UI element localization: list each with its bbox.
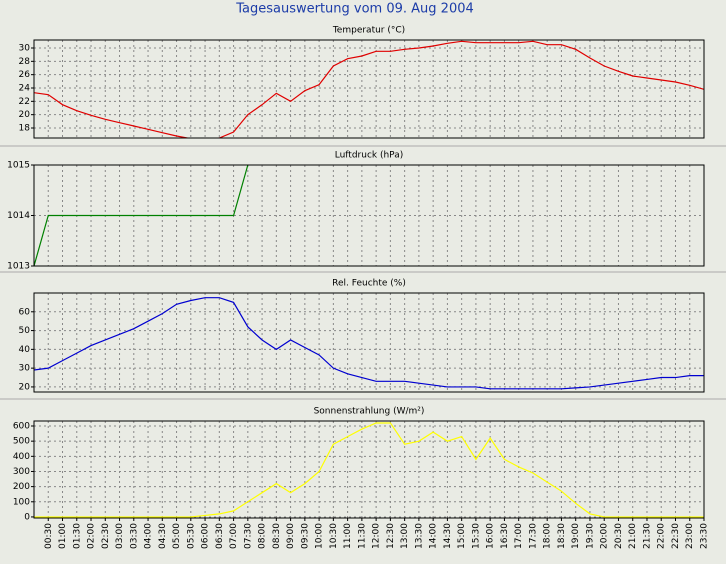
data-line (34, 422, 704, 518)
y-tick-label: 500 (13, 437, 30, 447)
y-tick-label: 1014 (7, 211, 30, 221)
x-tick-label: 05:00 (172, 523, 182, 549)
x-tick-label: 12:00 (372, 523, 382, 549)
y-tick-label: 100 (13, 497, 30, 507)
x-tick-label: 18:30 (557, 523, 567, 549)
x-tick-label: 08:30 (272, 523, 282, 549)
x-tick-label: 13:30 (414, 523, 424, 549)
x-tick-label: 14:00 (429, 523, 439, 549)
y-tick-label: 20 (19, 382, 31, 392)
x-tick-label: 22:30 (671, 523, 681, 549)
x-tick-label: 09:30 (300, 523, 310, 549)
x-tick-label: 10:00 (315, 523, 325, 549)
x-tick-label: 22:00 (657, 523, 667, 549)
y-tick-label: 30 (19, 364, 31, 374)
y-tick-label: 400 (13, 452, 30, 462)
x-tick-label: 15:30 (471, 523, 481, 549)
x-tick-label: 18:00 (543, 523, 553, 549)
x-tick-label: 05:30 (186, 523, 196, 549)
y-tick-label: 0 (24, 512, 30, 522)
x-tick-label: 17:30 (528, 523, 538, 549)
x-tick-label: 23:00 (685, 523, 695, 549)
y-tick-label: 1015 (7, 161, 30, 171)
x-tick-label: 02:00 (87, 523, 97, 549)
plot-frame (33, 39, 705, 139)
y-tick-label: 22 (19, 97, 30, 107)
y-tick-label: 24 (19, 84, 31, 94)
x-tick-label: 04:30 (158, 523, 168, 549)
x-tick-label: 23:30 (700, 523, 710, 549)
x-tick-label: 11:30 (357, 523, 367, 549)
panel-title: Luftdruck (hPa) (335, 151, 404, 161)
x-tick-label: 16:00 (486, 523, 496, 549)
x-tick-label: 01:30 (72, 523, 82, 549)
x-tick-label: 15:00 (457, 523, 467, 549)
data-line (34, 40, 704, 138)
y-tick-label: 50 (19, 326, 31, 336)
plot-frame (33, 292, 705, 393)
x-tick-label: 12:30 (386, 523, 396, 549)
x-tick-label: 10:30 (329, 523, 339, 549)
x-tick-label: 03:00 (115, 523, 125, 549)
y-tick-label: 300 (13, 467, 30, 477)
y-tick-label: 600 (13, 422, 30, 432)
y-tick-label: 60 (19, 307, 31, 317)
y-tick-label: 30 (19, 44, 31, 54)
y-tick-label: 1013 (7, 262, 30, 272)
x-tick-label: 21:30 (642, 523, 652, 549)
panel-title: Sonnenstrahlung (W/m²) (314, 407, 425, 417)
x-tick-label: 16:30 (500, 523, 510, 549)
x-tick-label: 07:00 (229, 523, 239, 549)
x-tick-label: 14:30 (443, 523, 453, 549)
y-tick-label: 20 (19, 110, 31, 120)
x-tick-label: 19:00 (571, 523, 581, 549)
x-tick-label: 20:00 (600, 523, 610, 549)
x-tick-label: 01:00 (58, 523, 68, 549)
x-tick-label: 07:30 (243, 523, 253, 549)
plot-frame (33, 420, 705, 519)
x-tick-label: 21:00 (628, 523, 638, 549)
x-tick-label: 03:30 (129, 523, 139, 549)
y-tick-label: 18 (19, 124, 31, 134)
x-tick-label: 11:00 (343, 523, 353, 549)
panel-title: Temperatur (°C) (332, 26, 405, 36)
plot-frame (33, 164, 705, 267)
chart-title: Tagesauswertung vom 09. Aug 2004 (235, 2, 474, 17)
x-tick-label: 17:00 (514, 523, 524, 549)
y-tick-label: 40 (19, 345, 31, 355)
y-tick-label: 26 (19, 70, 31, 80)
x-tick-label: 00:30 (44, 523, 54, 549)
x-tick-label: 06:00 (201, 523, 211, 549)
x-tick-label: 02:30 (101, 523, 111, 549)
data-line (34, 165, 249, 266)
data-line (34, 297, 704, 390)
x-tick-label: 06:30 (215, 523, 225, 549)
y-tick-label: 28 (19, 57, 31, 67)
x-tick-label: 08:00 (258, 523, 268, 549)
x-tick-label: 19:30 (585, 523, 595, 549)
x-tick-label: 09:00 (286, 523, 296, 549)
x-tick-label: 13:00 (400, 523, 410, 549)
y-tick-label: 200 (13, 482, 30, 492)
x-tick-label: 20:30 (614, 523, 624, 549)
panel-title: Rel. Feuchte (%) (332, 279, 406, 289)
x-tick-label: 04:00 (144, 523, 154, 549)
